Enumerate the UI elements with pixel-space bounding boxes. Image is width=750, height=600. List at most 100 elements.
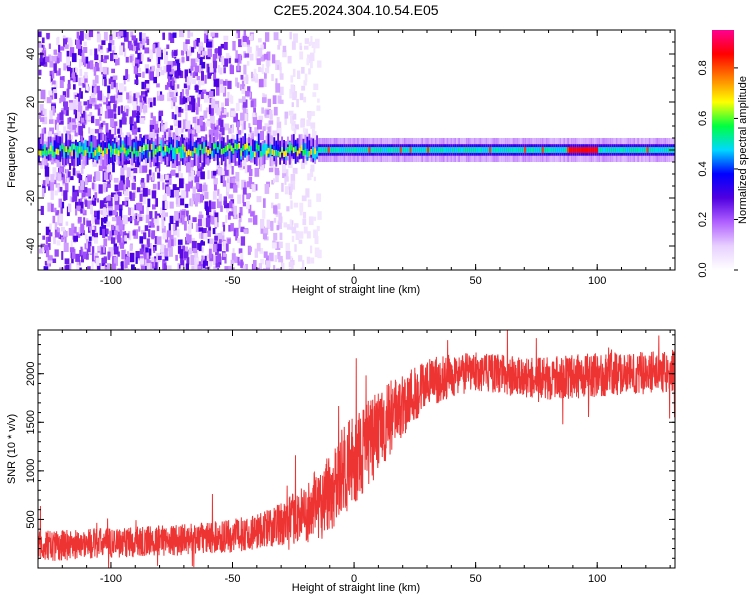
spectrogram-cell (75, 97, 79, 106)
spectrogram-cell (236, 121, 240, 131)
spectrogram-cell (165, 174, 169, 181)
spectrogram-cell (115, 57, 120, 66)
spectrogram-cell (56, 240, 61, 246)
spectrogram-cell (87, 200, 92, 209)
spectrogram-cell (312, 92, 317, 97)
spectrogram-cell (82, 143, 85, 155)
spectrogram-cell (149, 131, 155, 139)
spectrogram-cell (248, 133, 252, 139)
spectrogram-cell (119, 242, 125, 249)
spectrogram-cell (386, 147, 389, 153)
spectrogram-cell (223, 80, 227, 86)
spectrogram-cell (104, 147, 106, 154)
spectrogram-cell (46, 97, 52, 104)
spectrogram-cell (166, 44, 170, 49)
spectrogram-cell (76, 39, 80, 49)
spectrogram-cell (174, 134, 177, 159)
spectrogram-cell (84, 150, 87, 156)
spectrogram-cell (248, 123, 251, 128)
spectrogram-cell (228, 182, 234, 189)
spectrogram-cell (173, 237, 177, 246)
spectrogram-cell (156, 225, 160, 232)
spectrogram-cell (294, 244, 297, 252)
spectrogram-cell (122, 201, 125, 206)
spectrogram-cell (477, 147, 480, 153)
spectrogram-cell (275, 173, 279, 183)
x-tick-label: -50 (225, 275, 241, 287)
spectrogram-cell (126, 177, 131, 188)
spectrogram-cell (69, 263, 72, 270)
spectrogram-cell (118, 133, 121, 138)
spectrogram-cell (227, 80, 232, 90)
spectrogram-cell (65, 264, 70, 270)
spectrogram-cell (181, 134, 184, 143)
spectrogram-cell (146, 258, 150, 264)
spectrogram-cell (195, 147, 198, 154)
spectrogram-cell (237, 256, 240, 266)
spectrogram-cell (201, 218, 206, 227)
spectrogram-cell (144, 265, 148, 270)
spectrogram-cell (77, 267, 82, 270)
spectrogram-cell (133, 93, 136, 103)
spectrogram-cell (549, 147, 552, 153)
spectrogram-cell (108, 210, 113, 216)
spectrogram-cell (115, 86, 119, 93)
spectrogram-cell (291, 41, 296, 50)
spectrogram-cell (96, 148, 99, 161)
spectrogram-cell (246, 193, 250, 200)
spectrogram-cell (146, 83, 151, 89)
spectrogram-cell (143, 96, 146, 103)
spectrogram-cell (392, 147, 394, 153)
x-tick-label: -50 (225, 573, 241, 585)
spectrogram-cell (153, 76, 157, 84)
spectrogram-cell (102, 228, 106, 238)
spectrogram-cell (142, 157, 146, 168)
spectrogram-cell (141, 182, 146, 188)
spectrogram-cell (100, 147, 103, 154)
spectrogram-cell (311, 111, 315, 116)
spectrogram-cell (154, 211, 158, 219)
spectrogram-cell (355, 147, 357, 153)
spectrogram-cell (185, 142, 188, 154)
spectrogram-cell (204, 191, 209, 199)
spectrogram-cell (316, 105, 321, 111)
spectrogram-cell (251, 98, 257, 107)
spectrogram-cell (86, 33, 91, 41)
spectrogram-cell (181, 57, 185, 63)
spectrogram-cell (164, 245, 166, 250)
spectrogram-cell (192, 72, 196, 78)
spectrogram-cell (63, 190, 68, 201)
spectrogram-cell (456, 147, 459, 153)
spectrogram-cell (217, 168, 223, 176)
spectrogram-cell (263, 78, 267, 87)
spectrogram-cell (296, 143, 299, 156)
spectrogram-cell (135, 158, 140, 168)
spectrogram-cell (213, 266, 218, 270)
spectrogram-cell (223, 196, 227, 202)
spectrogram-cell (167, 265, 172, 270)
spectrogram-cell (215, 248, 219, 259)
spectrogram-cell (117, 106, 121, 115)
spectrogram-cell (641, 147, 643, 153)
spectrogram-cell (126, 268, 130, 270)
spectrogram-cell (313, 43, 316, 53)
spectrogram-cell (292, 147, 295, 159)
spectrogram-cell (216, 125, 219, 130)
spectrogram-cell (290, 184, 293, 193)
spectrogram-cell (98, 165, 103, 172)
spectrogram-cell (52, 80, 56, 85)
spectrogram-cell (168, 247, 173, 257)
spectrogram-cell (178, 141, 180, 153)
spectrogram-cell (75, 67, 79, 73)
spectrogram-cell (117, 268, 122, 270)
spectrogram-cell (152, 151, 155, 158)
spectrogram-cell (115, 95, 119, 104)
spectrogram-cell (150, 144, 153, 150)
spectrogram-cell (245, 108, 249, 118)
spectrogram-cell (46, 33, 50, 40)
spectrogram-cell (380, 147, 383, 153)
spectrogram-cell (301, 85, 306, 91)
spectrogram-cell (532, 147, 534, 153)
spectrogram-cell (220, 119, 224, 128)
spectrogram-cell (63, 106, 67, 115)
